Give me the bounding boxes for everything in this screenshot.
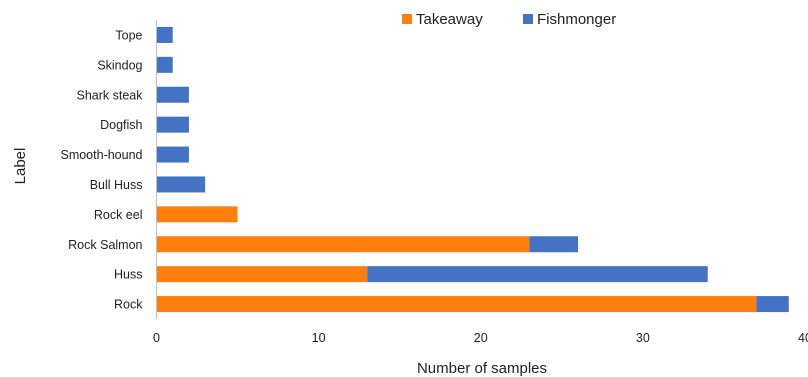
bar-fishmonger-rock-salmon (529, 236, 579, 253)
y-tick-label: Dogfish (100, 118, 142, 132)
y-tick-label: Rock (114, 298, 143, 312)
x-axis-title: Number of samples (417, 360, 547, 377)
bars-group (156, 26, 789, 313)
x-tick-label: 40 (798, 331, 808, 345)
y-tick-label: Rock eel (94, 208, 143, 222)
legend: Takeaway Fishmonger (402, 11, 616, 28)
legend-label-takeaway: Takeaway (416, 11, 483, 28)
bar-takeaway-huss (156, 266, 368, 283)
y-tick-label: Tope (115, 28, 142, 42)
x-tick-label: 10 (312, 331, 326, 345)
y-tick-label: Bull Huss (90, 178, 143, 192)
y-tick-label: Rock Salmon (68, 238, 142, 252)
y-tick-label: Shark steak (76, 88, 143, 102)
bar-takeaway-rock (156, 296, 757, 313)
bar-fishmonger-bull-huss (156, 176, 206, 193)
legend-label-fishmonger: Fishmonger (537, 11, 616, 28)
y-tick-label: Smooth-hound (60, 148, 142, 162)
bar-fishmonger-dogfish (156, 116, 189, 133)
y-tick-labels: Rock Huss Rock Salmon Rock eel Bull Huss Smoo… (60, 28, 143, 311)
legend-swatch-takeaway (402, 14, 412, 24)
bar-takeaway-rock-salmon (156, 236, 530, 253)
bar-fishmonger-shark-steak (156, 86, 189, 103)
x-tick-labels: 0 10 20 30 40 (153, 331, 808, 345)
legend-swatch-fishmonger (523, 14, 533, 24)
bar-fishmonger-huss (367, 266, 708, 283)
bar-fishmonger-skindog (156, 56, 173, 73)
y-tick-label: Skindog (97, 58, 142, 72)
bar-fishmonger-tope (156, 26, 173, 43)
x-tick-label: 30 (636, 331, 650, 345)
y-axis-title: Label (12, 148, 29, 185)
x-tick-label: 20 (474, 331, 488, 345)
bar-fishmonger-rock (756, 296, 789, 313)
x-tick-label: 0 (153, 331, 160, 345)
bar-fishmonger-smooth-hound (156, 146, 189, 163)
bar-takeaway-rock-eel (156, 206, 238, 223)
y-tick-label: Huss (114, 268, 142, 282)
